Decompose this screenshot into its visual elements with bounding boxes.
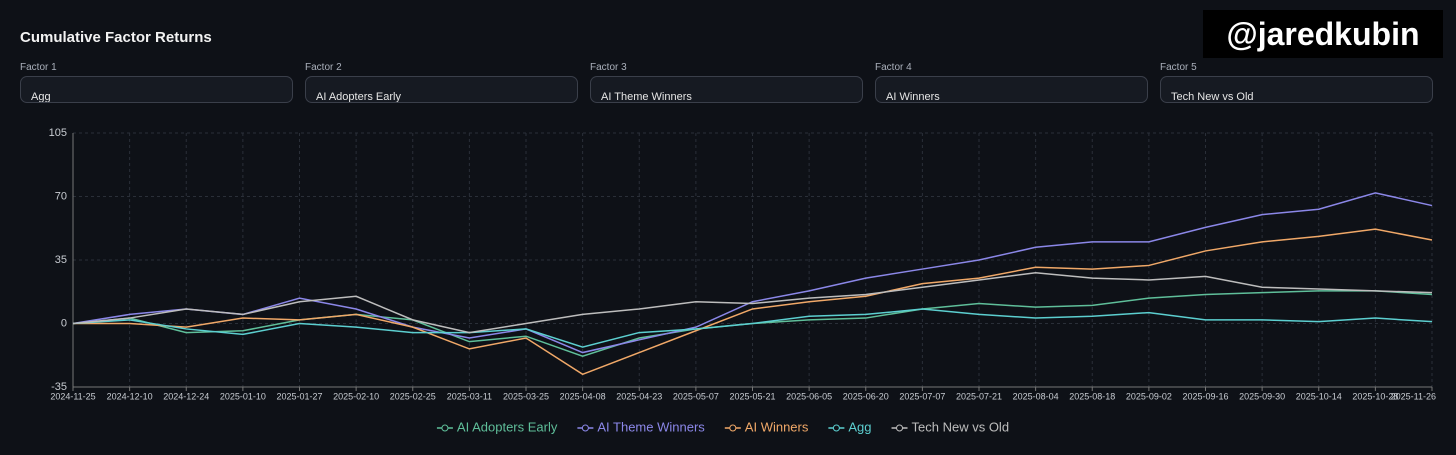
x-tick-label: 2025-07-21 bbox=[956, 391, 1002, 401]
y-tick-label: 105 bbox=[49, 127, 67, 139]
legend-marker-dot bbox=[581, 424, 589, 432]
x-tick-label: 2024-12-10 bbox=[107, 391, 153, 401]
x-tick-label: 2025-10-14 bbox=[1296, 391, 1342, 401]
factor-dropdown[interactable]: AI Winners bbox=[875, 76, 1148, 103]
x-tick-label: 2025-01-27 bbox=[276, 391, 322, 401]
series-line bbox=[72, 271, 1433, 334]
x-tick-label: 2024-11-25 bbox=[50, 391, 95, 401]
x-tick-label: 2025-08-18 bbox=[1069, 391, 1115, 401]
x-tick-label: 2025-05-07 bbox=[673, 391, 719, 401]
x-tick-label: 2025-11-26 bbox=[1391, 391, 1436, 401]
factor-dropdown[interactable]: AI Adopters Early bbox=[305, 76, 578, 103]
x-tick-label: 2025-09-16 bbox=[1182, 391, 1228, 401]
x-tick-label: 2025-06-20 bbox=[843, 391, 889, 401]
legend-marker-dot bbox=[832, 424, 840, 432]
factor-label: Factor 2 bbox=[305, 62, 342, 73]
x-tick-label: 2025-07-07 bbox=[899, 391, 945, 401]
series-line bbox=[72, 192, 1433, 354]
legend-label: AI Theme Winners bbox=[597, 419, 705, 434]
y-tick-label: 35 bbox=[55, 254, 67, 266]
x-tick-label: 2025-03-25 bbox=[503, 391, 549, 401]
x-tick-label: 2025-06-05 bbox=[786, 391, 832, 401]
factor-label: Factor 3 bbox=[590, 62, 627, 73]
legend-label: AI Winners bbox=[745, 419, 809, 434]
x-tick-label: 2025-05-21 bbox=[729, 391, 775, 401]
factor-label: Factor 4 bbox=[875, 62, 912, 73]
factor-dropdown[interactable]: Tech New vs Old bbox=[1160, 76, 1433, 103]
legend-label: AI Adopters Early bbox=[457, 419, 558, 434]
watermark: @jaredkubin bbox=[1203, 10, 1443, 58]
y-tick-label: -35 bbox=[51, 381, 67, 393]
x-tick-label: 2024-12-24 bbox=[163, 391, 209, 401]
x-tick-label: 2025-02-25 bbox=[390, 391, 436, 401]
legend-label: Tech New vs Old bbox=[912, 419, 1010, 434]
factor-dropdown[interactable]: AI Theme Winners bbox=[590, 76, 863, 103]
factor-label: Factor 5 bbox=[1160, 62, 1197, 73]
x-tick-label: 2025-08-04 bbox=[1013, 391, 1059, 401]
legend-marker-dot bbox=[441, 424, 449, 432]
factor-dropdown[interactable]: Agg bbox=[20, 76, 293, 103]
legend-label: Agg bbox=[848, 419, 871, 434]
x-tick-label: 2025-10-28 bbox=[1352, 391, 1398, 401]
legend-marker-dot bbox=[729, 424, 737, 432]
series-line bbox=[73, 228, 1433, 376]
x-tick-label: 2025-04-08 bbox=[560, 391, 606, 401]
y-tick-label: 70 bbox=[55, 190, 67, 202]
x-tick-label: 2025-04-23 bbox=[616, 391, 662, 401]
y-tick-label: 0 bbox=[61, 317, 67, 329]
factor-label: Factor 1 bbox=[20, 62, 57, 73]
x-tick-label: 2025-01-10 bbox=[220, 391, 266, 401]
x-tick-label: 2025-09-30 bbox=[1239, 391, 1285, 401]
chart-title: Cumulative Factor Returns bbox=[20, 29, 212, 46]
legend-marker-dot bbox=[896, 424, 904, 432]
x-tick-label: 2025-09-02 bbox=[1126, 391, 1172, 401]
series-line bbox=[72, 308, 1433, 348]
x-tick-label: 2025-02-10 bbox=[333, 391, 379, 401]
x-tick-label: 2025-03-11 bbox=[447, 391, 492, 401]
